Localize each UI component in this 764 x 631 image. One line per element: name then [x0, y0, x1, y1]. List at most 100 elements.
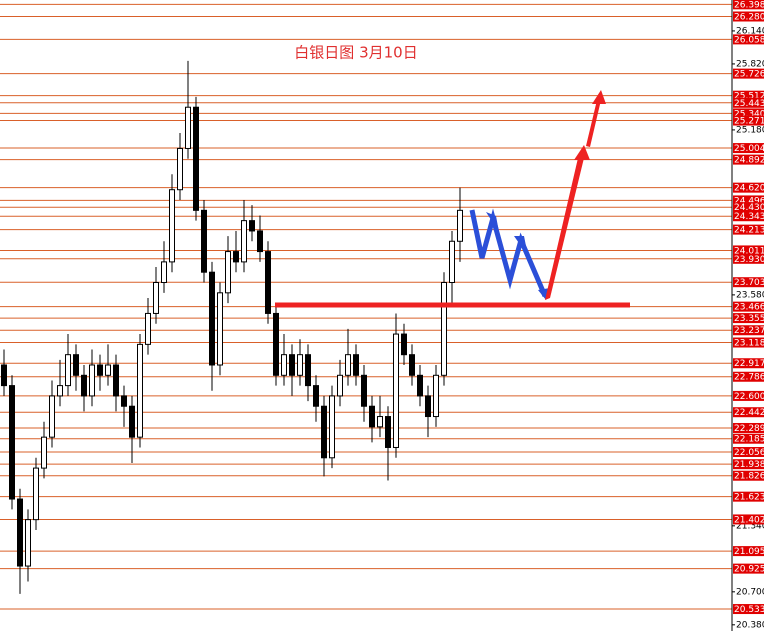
candle-body [377, 416, 383, 428]
level-label: 23.237 [734, 326, 764, 336]
candle-body [185, 106, 191, 149]
candle-body [17, 498, 23, 567]
level-label: 25.340 [734, 109, 764, 119]
candle-body [137, 343, 143, 438]
candle-body [401, 333, 407, 356]
level-label: 24.343 [734, 212, 764, 222]
candle-body [353, 354, 359, 376]
level-label: 23.703 [734, 278, 764, 288]
candle-body [441, 282, 447, 376]
level-label-box [733, 325, 764, 336]
candle-body [57, 385, 63, 397]
level-label: 25.004 [734, 144, 764, 154]
level-label-box [733, 143, 764, 154]
candle-body [321, 405, 327, 459]
level-label: 25.271 [734, 117, 764, 127]
zigzag-path [469, 208, 548, 297]
level-label-box [733, 202, 764, 213]
forecast-zigzag [469, 208, 550, 300]
level-label: 21.938 [734, 460, 764, 470]
candle-body [9, 385, 15, 500]
level-label-box [733, 604, 764, 615]
level-label-box [733, 546, 764, 557]
level-label: 21.826 [734, 472, 764, 482]
candle-body [433, 374, 439, 418]
level-label: 23.118 [734, 339, 764, 349]
candle-body [297, 354, 303, 376]
candle-body [417, 374, 423, 397]
candle-body [153, 282, 159, 314]
arrow-head [486, 212, 499, 232]
candle-body [249, 220, 255, 232]
level-label-box [733, 447, 764, 458]
arrow-head [592, 90, 606, 104]
level-label-box [733, 514, 764, 525]
level-label: 26.280 [734, 12, 764, 22]
candle-body [329, 395, 335, 459]
level-label: 22.289 [734, 424, 764, 434]
y-tick-label: 25.820 [736, 59, 764, 69]
candle-body [145, 312, 151, 345]
candle-body [281, 354, 287, 376]
arrow-shaft [545, 158, 584, 300]
level-label-box [733, 90, 764, 101]
level-label-box [733, 470, 764, 481]
candle-body [385, 416, 391, 448]
level-label-box [733, 358, 764, 369]
candle-body [73, 354, 79, 376]
level-label: 21.623 [734, 493, 764, 503]
level-label-box [733, 337, 764, 348]
level-label-box [733, 154, 764, 165]
candle-body [193, 106, 199, 211]
level-label-box [733, 313, 764, 324]
chart-title: 白银日图 3月10日 [294, 44, 417, 62]
level-label-box [733, 390, 764, 401]
level-label: 22.442 [734, 408, 764, 418]
candle-body [305, 354, 311, 387]
candles [1, 60, 463, 594]
level-label: 24.213 [734, 226, 764, 236]
level-label: 24.892 [734, 156, 764, 166]
arrow-shaft [586, 100, 601, 147]
candle-body [409, 354, 415, 376]
candle-body [121, 395, 127, 407]
y-tick-label: 20.380 [736, 620, 764, 630]
candle-body [25, 519, 31, 567]
candle-body [113, 364, 119, 397]
candle-body [105, 364, 111, 376]
level-label-box [733, 34, 764, 45]
level-label-box [733, 407, 764, 418]
level-label-box [733, 301, 764, 312]
candle-body [201, 209, 207, 273]
candle-body [257, 230, 263, 253]
level-label: 22.185 [734, 435, 764, 445]
arrow-head [574, 145, 590, 160]
candle-body [457, 209, 463, 242]
candle-body [289, 354, 295, 376]
level-label: 24.430 [734, 203, 764, 213]
candle-body [273, 312, 279, 376]
level-label-box [733, 253, 764, 264]
candle-body [217, 292, 223, 366]
level-label-box [733, 459, 764, 470]
level-label: 23.930 [734, 255, 764, 265]
level-label: 23.466 [734, 303, 764, 313]
y-tick-label: 21.340 [736, 521, 764, 531]
level-label: 24.011 [734, 246, 764, 256]
candle-body [449, 240, 455, 284]
level-label-box [733, 108, 764, 119]
candle-body [129, 405, 135, 438]
level-label: 22.600 [734, 392, 764, 402]
candle-body [209, 271, 215, 366]
level-label-box [733, 491, 764, 502]
level-label: 22.056 [734, 448, 764, 458]
candle-body [393, 333, 399, 448]
level-label: 20.925 [734, 565, 764, 575]
level-label-box [733, 211, 764, 222]
level-label-box [733, 433, 764, 444]
level-label-box [733, 0, 764, 10]
candle-body [33, 467, 39, 521]
level-label: 26.398 [734, 0, 764, 10]
level-label-box [733, 277, 764, 288]
